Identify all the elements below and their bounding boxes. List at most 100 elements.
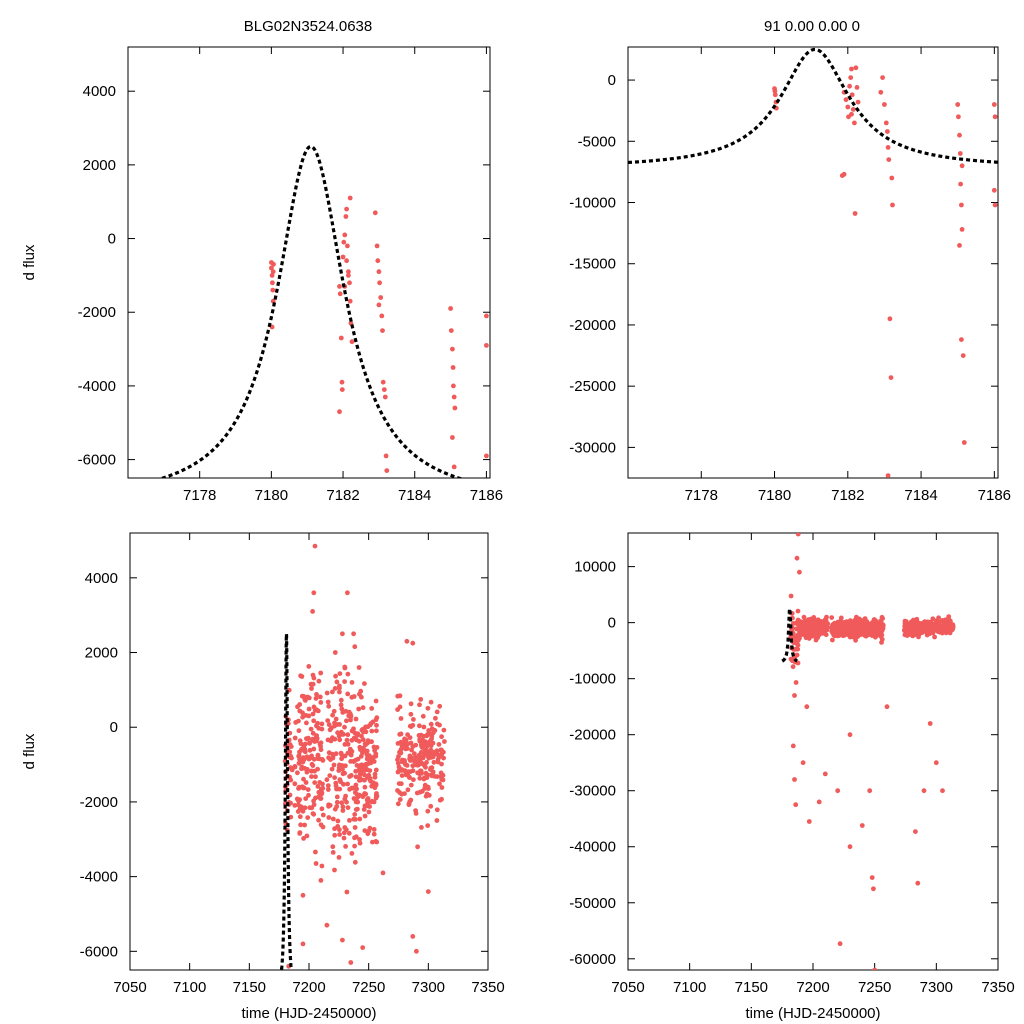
data-point bbox=[425, 808, 431, 814]
data-point bbox=[303, 780, 309, 785]
data-point bbox=[408, 701, 414, 707]
data-point bbox=[356, 738, 362, 744]
data-point bbox=[330, 816, 336, 822]
data-point bbox=[955, 102, 961, 107]
data-point bbox=[452, 405, 458, 411]
data-point bbox=[878, 628, 884, 634]
data-point bbox=[315, 784, 321, 789]
data-point bbox=[362, 784, 368, 790]
data-point bbox=[326, 802, 331, 808]
data-point bbox=[411, 717, 416, 722]
data-point bbox=[829, 615, 835, 620]
data-point bbox=[947, 628, 953, 633]
data-point bbox=[849, 111, 854, 117]
data-point bbox=[330, 850, 336, 855]
data-point bbox=[397, 693, 403, 699]
data-point bbox=[314, 692, 319, 697]
data-point bbox=[424, 791, 430, 797]
x-tick-label: 7350 bbox=[981, 979, 1014, 996]
data-point bbox=[772, 92, 778, 98]
data-point bbox=[313, 849, 318, 855]
data-point bbox=[889, 175, 895, 181]
data-point bbox=[417, 723, 422, 729]
data-point bbox=[343, 827, 349, 833]
data-point bbox=[812, 622, 818, 628]
data-point bbox=[295, 770, 300, 776]
data-point bbox=[340, 804, 346, 810]
data-point bbox=[431, 759, 437, 765]
data-point bbox=[339, 379, 345, 385]
data-point bbox=[298, 741, 304, 747]
data-point bbox=[366, 753, 372, 758]
model-curve bbox=[279, 633, 293, 970]
y-tick-label: 2000 bbox=[83, 157, 116, 174]
data-point bbox=[441, 755, 446, 761]
data-point bbox=[371, 799, 377, 805]
data-point bbox=[372, 210, 378, 216]
data-point bbox=[335, 824, 341, 829]
data-point bbox=[396, 768, 402, 774]
data-point bbox=[346, 830, 352, 836]
data-point bbox=[383, 453, 389, 459]
data-point bbox=[799, 632, 805, 637]
data-point bbox=[296, 728, 302, 734]
data-point bbox=[325, 787, 331, 792]
data-point bbox=[356, 665, 362, 670]
data-point bbox=[362, 765, 368, 771]
data-point bbox=[438, 770, 444, 776]
data-point bbox=[867, 788, 873, 794]
data-point bbox=[336, 855, 342, 860]
data-point bbox=[869, 875, 875, 880]
data-point bbox=[921, 788, 927, 794]
data-point bbox=[879, 637, 885, 642]
data-point bbox=[878, 620, 884, 626]
data-point bbox=[313, 861, 319, 866]
data-point bbox=[337, 671, 343, 676]
data-point bbox=[837, 941, 843, 947]
data-point bbox=[347, 280, 352, 286]
data-point bbox=[318, 740, 324, 746]
data-point bbox=[424, 774, 429, 780]
data-point bbox=[304, 720, 309, 726]
data-point bbox=[421, 724, 427, 730]
data-point bbox=[855, 622, 861, 628]
data-point bbox=[330, 712, 335, 718]
data-point bbox=[434, 749, 440, 754]
data-point bbox=[337, 689, 342, 695]
data-point bbox=[448, 306, 453, 311]
data-point bbox=[324, 777, 330, 783]
x-tick-label: 7250 bbox=[352, 979, 385, 996]
data-point bbox=[367, 759, 373, 765]
data-point bbox=[340, 732, 345, 737]
data-point bbox=[396, 764, 402, 770]
data-point bbox=[335, 722, 341, 727]
x-tick-label: 7200 bbox=[796, 979, 829, 996]
data-point bbox=[320, 824, 326, 830]
data-point bbox=[940, 788, 945, 794]
data-point bbox=[914, 616, 920, 622]
x-tick-label: 7180 bbox=[758, 487, 791, 504]
data-point bbox=[855, 99, 861, 105]
data-point bbox=[930, 616, 936, 622]
y-tick-label: 4000 bbox=[85, 570, 118, 587]
data-point bbox=[357, 816, 363, 822]
data-point bbox=[902, 632, 908, 638]
data-point bbox=[342, 796, 348, 802]
data-point bbox=[306, 713, 312, 719]
data-point bbox=[416, 752, 422, 758]
data-point bbox=[346, 273, 351, 278]
data-point bbox=[879, 632, 885, 638]
data-point bbox=[349, 851, 355, 856]
data-point bbox=[451, 464, 457, 470]
data-point bbox=[429, 773, 435, 779]
data-point bbox=[912, 632, 918, 638]
data-point bbox=[318, 700, 324, 705]
data-point bbox=[395, 788, 400, 793]
data-point bbox=[366, 774, 371, 780]
data-point bbox=[351, 631, 356, 637]
title-right: 91 0.00 0.00 0 bbox=[764, 18, 860, 35]
data-point bbox=[300, 941, 306, 947]
data-point bbox=[337, 737, 343, 743]
data-point bbox=[369, 706, 375, 711]
